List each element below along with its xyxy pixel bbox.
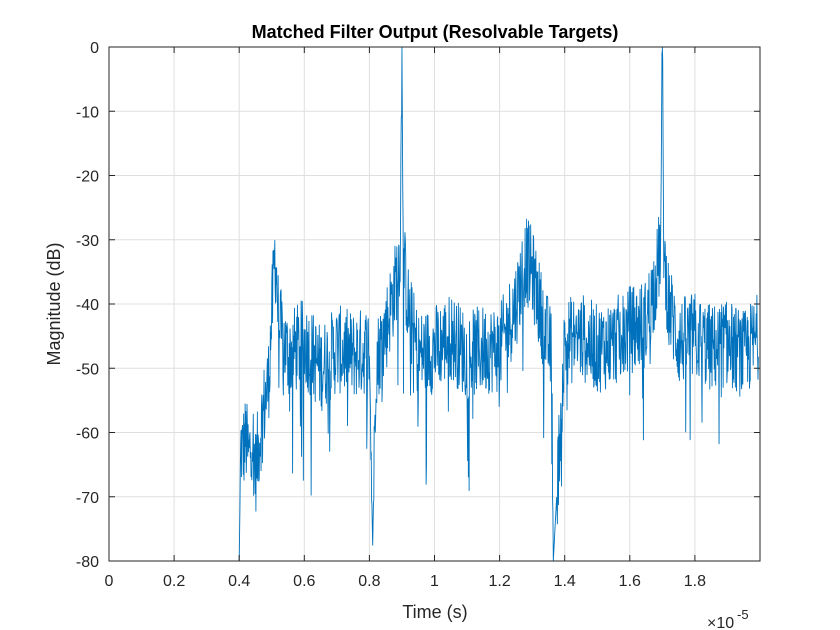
y-tick-label: 0	[90, 40, 99, 57]
x-tick-label: 0.8	[358, 573, 380, 590]
x-tick-label: 0	[105, 573, 114, 590]
x-exponent-base: ×10	[707, 615, 734, 630]
tick-marks	[108, 46, 760, 562]
data-series	[238, 47, 759, 561]
x-tick-label: 0.2	[163, 573, 185, 590]
chart-title: Matched Filter Output (Resolvable Target…	[252, 22, 619, 42]
x-tick-label: 1	[430, 573, 439, 590]
y-tick-labels: 0 -10 -20 -30 -40 -50 -60 -70 -80	[76, 40, 99, 571]
y-tick-label: -80	[76, 554, 99, 571]
y-tick-label: -60	[76, 426, 99, 443]
x-tick-label: 1.8	[684, 573, 706, 590]
x-tick-label: 0.4	[228, 573, 250, 590]
x-exponent-power: -5	[737, 607, 749, 622]
y-tick-label: -10	[76, 104, 99, 121]
x-tick-label: 0.6	[293, 573, 315, 590]
y-tick-label: -30	[76, 233, 99, 250]
y-tick-label: -40	[76, 297, 99, 314]
x-tick-label: 1.4	[554, 573, 576, 590]
y-tick-label: -50	[76, 361, 99, 378]
y-tick-label: -70	[76, 490, 99, 507]
x-axis-label: Time (s)	[402, 602, 467, 622]
y-axis-label: Magnitude (dB)	[44, 242, 64, 365]
magnitude-series-line	[238, 47, 759, 561]
x-tick-labels: 0 0.2 0.4 0.6 0.8 1 1.2 1.4 1.6 1.8	[105, 573, 707, 590]
y-tick-label: -20	[76, 169, 99, 186]
x-tick-label: 1.2	[488, 573, 510, 590]
x-tick-label: 1.6	[619, 573, 641, 590]
